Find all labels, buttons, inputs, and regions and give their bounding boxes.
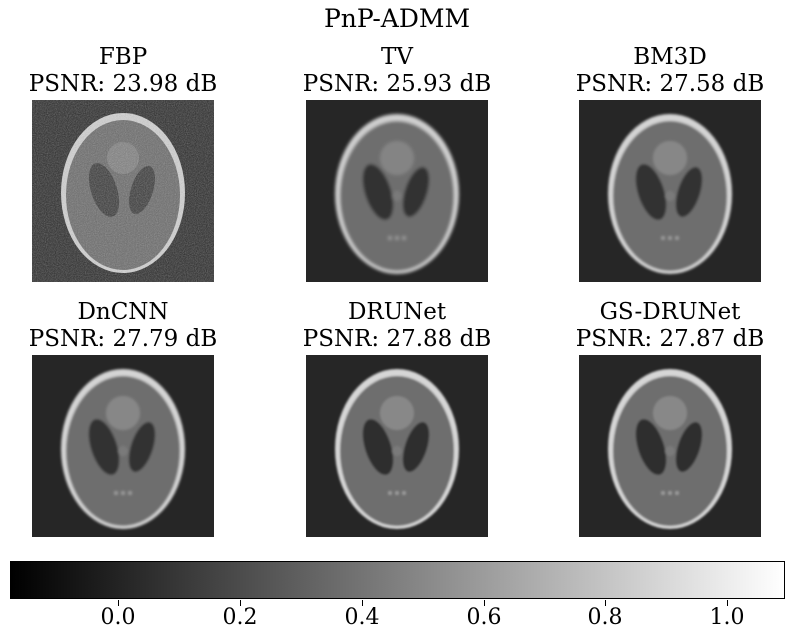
colorbar-tick-label: 0.6 — [466, 605, 502, 630]
panel-tv: TV PSNR: 25.93 dB — [277, 44, 517, 282]
panel-psnr: PSNR: 27.88 dB — [302, 326, 492, 352]
gs-drunet-reconstruction-image — [579, 355, 761, 537]
colorbar-tick-label: 0.8 — [587, 605, 623, 630]
panel-psnr: PSNR: 25.93 dB — [302, 71, 492, 97]
panel-title: FBP — [98, 44, 148, 70]
colorbar-tick — [240, 600, 241, 606]
panel-bm3d: BM3D PSNR: 27.58 dB — [550, 44, 790, 282]
panel-psnr: PSNR: 27.58 dB — [575, 71, 765, 97]
dncnn-reconstruction-image — [32, 355, 214, 537]
tv-reconstruction-image — [306, 100, 488, 282]
bm3d-reconstruction-image — [579, 100, 761, 282]
panel-psnr: PSNR: 23.98 dB — [28, 71, 218, 97]
panel-dncnn: DnCNN PSNR: 27.79 dB — [3, 299, 243, 537]
panel-drunet: DRUNet PSNR: 27.88 dB — [277, 299, 517, 537]
colorbar-tick — [727, 600, 728, 606]
panel-gs-drunet: GS-DRUNet PSNR: 27.87 dB — [550, 299, 790, 537]
colorbar-tick-label: 0.2 — [222, 605, 258, 630]
colorbar-tick-label: 0.4 — [344, 605, 380, 630]
panel-title: DnCNN — [77, 299, 169, 325]
colorbar-tick-label: 0.0 — [100, 605, 136, 630]
colorbar-tick — [362, 600, 363, 606]
colorbar-tick-label: 1.0 — [709, 605, 745, 630]
colorbar — [10, 561, 785, 599]
panel-title: TV — [381, 44, 413, 70]
colorbar-tick — [605, 600, 606, 606]
panel-title: BM3D — [633, 44, 707, 70]
colorbar-tick — [484, 600, 485, 606]
panel-fbp: FBP PSNR: 23.98 dB — [3, 44, 243, 282]
panel-psnr: PSNR: 27.79 dB — [28, 326, 218, 352]
panel-title: DRUNet — [347, 299, 447, 325]
colorbar-tick — [118, 600, 119, 606]
fbp-reconstruction-image — [32, 100, 214, 282]
panel-psnr: PSNR: 27.87 dB — [575, 326, 765, 352]
drunet-reconstruction-image — [306, 355, 488, 537]
panel-title: GS-DRUNet — [599, 299, 741, 325]
figure-title: PnP-ADMM — [323, 4, 471, 33]
